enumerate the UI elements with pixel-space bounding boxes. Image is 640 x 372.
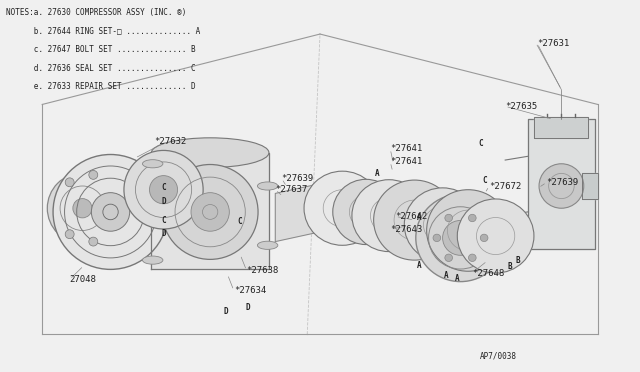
Text: C: C bbox=[161, 183, 166, 192]
Text: *27635: *27635 bbox=[505, 102, 538, 111]
Ellipse shape bbox=[163, 164, 258, 259]
Ellipse shape bbox=[352, 180, 426, 251]
Text: D: D bbox=[161, 197, 166, 206]
Ellipse shape bbox=[433, 234, 441, 241]
Ellipse shape bbox=[191, 193, 229, 231]
Ellipse shape bbox=[468, 214, 476, 222]
Polygon shape bbox=[582, 173, 598, 199]
Ellipse shape bbox=[89, 237, 98, 246]
Ellipse shape bbox=[89, 170, 98, 179]
Ellipse shape bbox=[143, 256, 163, 264]
Ellipse shape bbox=[445, 254, 452, 262]
Ellipse shape bbox=[150, 176, 177, 204]
Ellipse shape bbox=[333, 179, 399, 244]
Text: B: B bbox=[508, 262, 512, 271]
Text: *27632: *27632 bbox=[154, 137, 186, 146]
Text: A: A bbox=[455, 274, 460, 283]
Text: *27638: *27638 bbox=[246, 266, 279, 275]
Text: *27634: *27634 bbox=[234, 286, 266, 295]
Text: 27048: 27048 bbox=[70, 275, 97, 284]
Text: A: A bbox=[417, 261, 422, 270]
Text: *27639: *27639 bbox=[282, 174, 314, 183]
Text: D: D bbox=[161, 229, 166, 238]
Text: *27672: *27672 bbox=[489, 182, 522, 190]
Ellipse shape bbox=[152, 138, 269, 167]
Polygon shape bbox=[275, 182, 326, 241]
Text: *27639: *27639 bbox=[547, 178, 579, 187]
Ellipse shape bbox=[427, 190, 509, 271]
Text: e. 27633 REPAIR SET ............. D: e. 27633 REPAIR SET ............. D bbox=[6, 82, 195, 91]
Ellipse shape bbox=[480, 234, 488, 241]
Ellipse shape bbox=[53, 154, 168, 269]
Ellipse shape bbox=[143, 160, 163, 168]
Ellipse shape bbox=[416, 194, 505, 282]
Text: *27637: *27637 bbox=[275, 185, 308, 194]
Ellipse shape bbox=[445, 214, 452, 222]
Ellipse shape bbox=[257, 241, 278, 249]
Ellipse shape bbox=[404, 188, 481, 262]
Text: AP7/0038: AP7/0038 bbox=[479, 352, 516, 361]
Text: A: A bbox=[417, 213, 422, 222]
Text: D: D bbox=[246, 303, 250, 312]
Polygon shape bbox=[527, 119, 595, 249]
Ellipse shape bbox=[65, 178, 74, 187]
Text: d. 27636 SEAL SET ............... C: d. 27636 SEAL SET ............... C bbox=[6, 64, 195, 73]
Text: b. 27644 RING SET-□ .............. A: b. 27644 RING SET-□ .............. A bbox=[6, 27, 200, 36]
Text: D: D bbox=[223, 307, 228, 316]
Ellipse shape bbox=[92, 193, 130, 231]
Ellipse shape bbox=[468, 254, 476, 262]
Text: c. 27647 BOLT SET ............... B: c. 27647 BOLT SET ............... B bbox=[6, 45, 195, 54]
Text: *27648: *27648 bbox=[472, 269, 504, 278]
Ellipse shape bbox=[458, 199, 534, 273]
Polygon shape bbox=[534, 118, 588, 138]
Text: NOTES:a. 27630 COMPRESSOR ASSY (INC. ®): NOTES:a. 27630 COMPRESSOR ASSY (INC. ®) bbox=[6, 8, 186, 17]
Text: C: C bbox=[161, 216, 166, 225]
Text: C: C bbox=[238, 217, 243, 226]
Text: *27643: *27643 bbox=[390, 225, 422, 234]
Text: *27641: *27641 bbox=[390, 157, 422, 166]
Ellipse shape bbox=[73, 199, 92, 218]
Text: *27642: *27642 bbox=[396, 212, 428, 221]
Ellipse shape bbox=[47, 173, 118, 243]
Polygon shape bbox=[151, 153, 269, 269]
Ellipse shape bbox=[443, 221, 478, 255]
Text: C: C bbox=[483, 176, 487, 185]
Ellipse shape bbox=[304, 171, 381, 245]
Ellipse shape bbox=[65, 230, 74, 238]
Text: A: A bbox=[375, 169, 380, 177]
Ellipse shape bbox=[374, 180, 456, 260]
Ellipse shape bbox=[539, 164, 584, 208]
Text: A: A bbox=[444, 271, 449, 280]
Text: *27641: *27641 bbox=[390, 144, 422, 153]
Ellipse shape bbox=[257, 182, 278, 190]
Text: C: C bbox=[479, 139, 483, 148]
Text: B: B bbox=[516, 256, 520, 265]
Ellipse shape bbox=[124, 150, 203, 229]
Text: *27631: *27631 bbox=[537, 39, 570, 48]
